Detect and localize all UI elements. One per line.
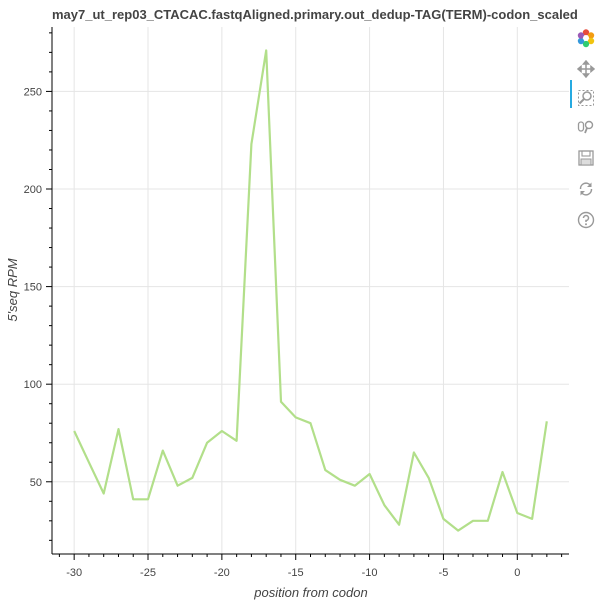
- y-axis-label: 5'seq RPM: [5, 258, 20, 321]
- x-tick-label: -15: [288, 567, 304, 579]
- active-tool-indicator: [570, 80, 572, 108]
- x-tick-label: -5: [439, 567, 449, 579]
- wheel-zoom-icon[interactable]: [576, 117, 596, 137]
- y-tick-label: 100: [24, 379, 42, 391]
- x-tick-label: -10: [362, 567, 378, 579]
- x-axis-label: position from codon: [253, 585, 367, 600]
- box-zoom-icon[interactable]: [576, 88, 596, 108]
- x-tick-label: -25: [140, 567, 156, 579]
- y-tick-label: 50: [30, 477, 42, 489]
- series-line: [73, 49, 548, 532]
- toolbar: [570, 26, 600, 246]
- x-tick-label: -30: [66, 567, 82, 579]
- help-icon[interactable]: [576, 210, 596, 230]
- pan-icon[interactable]: [576, 59, 596, 79]
- chart-title: may7_ut_rep03_CTACAC.fastqAligned.primar…: [52, 7, 578, 22]
- x-tick-label: -20: [214, 567, 230, 579]
- bokeh-logo-icon[interactable]: [576, 28, 596, 48]
- y-tick-label: 150: [24, 282, 42, 294]
- series-layer: [73, 49, 548, 532]
- save-icon[interactable]: [576, 148, 596, 168]
- x-tick-label: 0: [514, 567, 520, 579]
- grid: [52, 27, 569, 554]
- y-tick-label: 200: [24, 184, 42, 196]
- reset-icon[interactable]: [576, 179, 596, 199]
- y-tick-label: 250: [24, 86, 42, 98]
- ticks: -30 -25 -20 -15 -10 -5 0 50 100 150 200 250: [24, 32, 563, 579]
